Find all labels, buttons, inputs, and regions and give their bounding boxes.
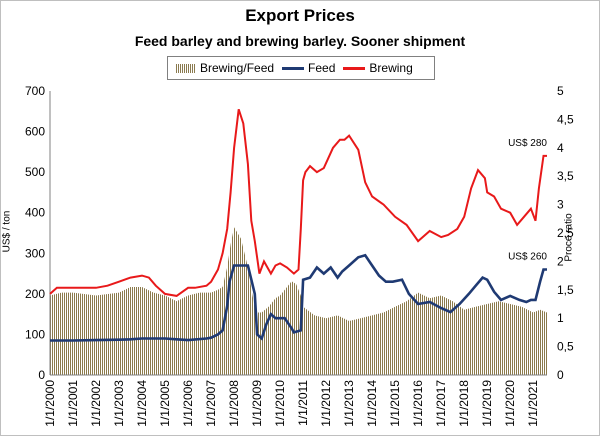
x-tick-label: 1/1/2001 <box>66 380 80 427</box>
x-tick-label: 1/1/2021 <box>526 380 540 427</box>
y-tick-right-label: 1 <box>557 311 564 325</box>
legend-item-ratio: Brewing/Feed <box>176 61 274 75</box>
x-tick-label: 1/1/2000 <box>43 380 57 427</box>
legend-label-brewing: Brewing <box>369 61 413 75</box>
series-area-ratio <box>50 227 547 375</box>
series-line-brewing <box>49 108 547 297</box>
x-tick-label: 1/1/2007 <box>204 380 218 427</box>
legend-swatch-ratio <box>176 63 196 73</box>
y-tick-right-label: 2 <box>557 254 564 268</box>
y-tick-right-label: 1,5 <box>557 283 574 297</box>
y-tick-right-label: 5 <box>557 84 564 98</box>
y-tick-right-label: 4,5 <box>557 112 574 126</box>
x-tick-label: 1/1/2016 <box>411 380 425 427</box>
legend-label-feed: Feed <box>308 61 336 75</box>
x-tick-label: 1/1/2010 <box>273 380 287 427</box>
y-tick-left-label: 500 <box>25 165 45 179</box>
chart-legend: Brewing/Feed Feed Brewing <box>167 56 435 80</box>
y-tick-right-label: 2,5 <box>557 226 574 240</box>
legend-label-ratio: Brewing/Feed <box>200 61 275 75</box>
legend-swatch-feed <box>282 66 305 70</box>
x-tick-label: 1/1/2013 <box>342 380 356 427</box>
legend-item-feed: Feed <box>282 61 335 75</box>
y-tick-right-label: 0 <box>557 368 564 382</box>
y-tick-left-label: 0 <box>38 368 45 382</box>
x-tick-label: 1/1/2005 <box>158 380 172 427</box>
y-tick-left-label: 600 <box>25 125 45 139</box>
y-tick-left-label: 100 <box>25 327 45 341</box>
x-tick-label: 1/1/2014 <box>365 380 379 427</box>
x-tick-label: 1/1/2003 <box>112 380 126 427</box>
annotation-feed-price: US$ 260 <box>508 252 547 263</box>
y-tick-right-label: 0,5 <box>557 340 574 354</box>
x-tick-label: 1/1/2015 <box>388 380 402 427</box>
y-tick-right-label: 3,5 <box>557 169 574 183</box>
x-tick-label: 1/1/2008 <box>227 380 241 427</box>
y-tick-left-label: 400 <box>25 206 45 220</box>
x-tick-label: 1/1/2006 <box>181 380 195 427</box>
series-line-feed <box>50 253 547 342</box>
x-tick-label: 1/1/2009 <box>250 380 264 427</box>
y-tick-right-label: 4 <box>557 141 564 155</box>
chart-subtitle: Feed barley and brewing barley. Sooner s… <box>134 33 466 49</box>
y-tick-left-label: 200 <box>25 287 45 301</box>
x-tick-label: 1/1/2017 <box>434 380 448 427</box>
x-tick-label: 1/1/2020 <box>503 380 517 427</box>
y-tick-left-label: 700 <box>25 84 45 98</box>
x-tick-label: 1/1/2018 <box>457 380 471 427</box>
x-tick-label: 1/1/2004 <box>135 380 149 427</box>
x-tick-label: 1/1/2002 <box>89 380 103 427</box>
legend-swatch-brewing <box>343 66 366 70</box>
x-tick-label: 1/1/2011 <box>296 380 310 426</box>
chart-title: Export Prices <box>245 6 355 25</box>
annotation-brewing-price: US$ 280 <box>508 138 547 149</box>
x-tick-label: 1/1/2019 <box>480 380 494 427</box>
x-tick-label: 1/1/2012 <box>319 380 333 427</box>
y-tick-left-label: 300 <box>25 246 45 260</box>
legend-item-brewing: Brewing <box>343 61 413 75</box>
y-tick-right-label: 3 <box>557 198 564 212</box>
